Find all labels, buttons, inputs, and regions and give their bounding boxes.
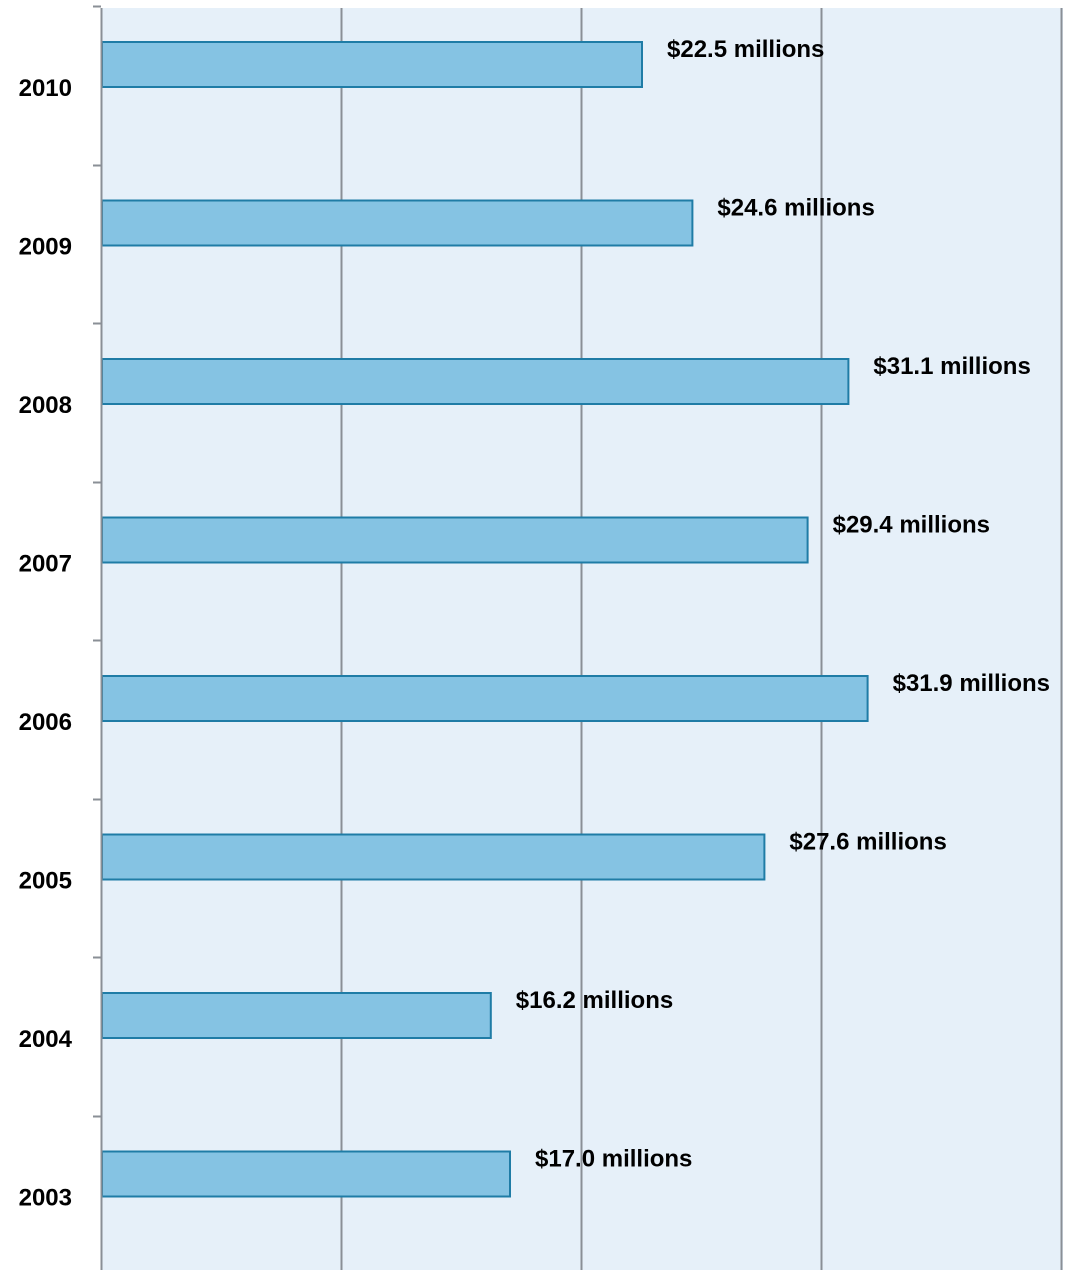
category-label-2010: 2010 xyxy=(19,75,72,102)
data-label-2004: $16.2 millions xyxy=(516,987,673,1014)
data-label-2008: $31.1 millions xyxy=(873,353,1030,380)
data-label-2003: $17.0 millions xyxy=(535,1146,692,1173)
bar-2010 xyxy=(101,41,643,88)
category-label-2004: 2004 xyxy=(19,1026,73,1053)
category-label-2003: 2003 xyxy=(19,1185,72,1212)
category-label-2008: 2008 xyxy=(19,392,72,419)
bar-2009 xyxy=(101,199,694,247)
data-label-2005: $27.6 millions xyxy=(789,829,946,856)
data-label-2009: $24.6 millions xyxy=(717,195,874,222)
data-label-2010: $22.5 millions xyxy=(667,36,824,63)
category-label-2006: 2006 xyxy=(19,709,72,736)
bars xyxy=(101,41,869,1198)
data-label-2006: $31.9 millions xyxy=(893,670,1050,697)
category-axis: 2010 2009 2008 2007 2006 2005 2004 2003 xyxy=(19,5,103,1270)
bar-2006 xyxy=(101,675,869,722)
bar-2007 xyxy=(101,516,809,564)
bar-2004 xyxy=(101,992,492,1039)
bar-2005 xyxy=(101,833,766,881)
category-label-2007: 2007 xyxy=(19,551,72,578)
bar-2008 xyxy=(101,358,850,405)
bar-2003 xyxy=(101,1150,511,1198)
data-labels: $22.5 millions $24.6 millions $31.1 millio… xyxy=(516,36,1050,1173)
data-label-2007: $29.4 millions xyxy=(833,512,990,539)
category-label-2005: 2005 xyxy=(19,868,72,895)
category-label-2009: 2009 xyxy=(19,234,72,261)
